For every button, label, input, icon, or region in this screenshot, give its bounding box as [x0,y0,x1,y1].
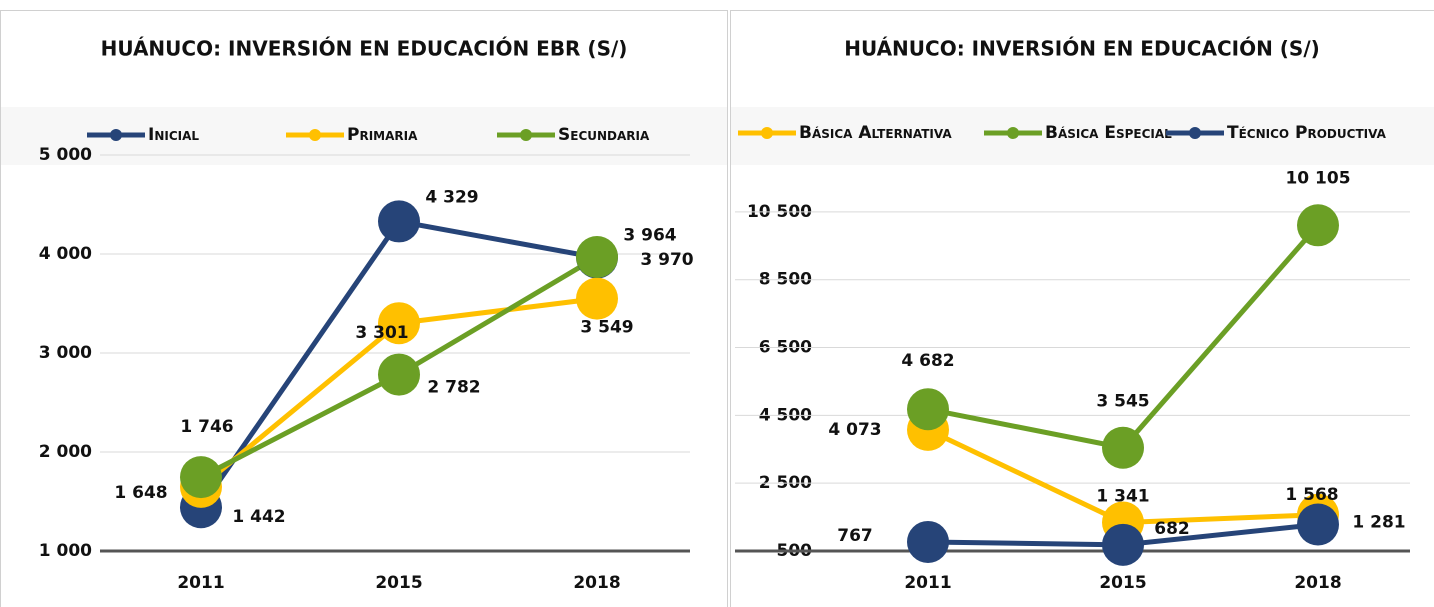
legend-marker [1189,127,1201,139]
chart-title: HUÁNUCO: INVERSIÓN EN EDUCACIÓN (S/) [844,37,1320,61]
x-tick-label: 2015 [1099,573,1146,593]
legend-label: Básica Especial [1045,123,1172,143]
data-label: 10 105 [1285,168,1350,188]
y-tick-label: 5 000 [39,145,92,165]
chart-title: HUÁNUCO: INVERSIÓN EN EDUCACIÓN EBR (S/) [101,37,628,61]
legend-marker [1007,127,1019,139]
x-tick-label: 2018 [1294,573,1341,593]
data-label: 1 281 [1352,513,1405,533]
legend-band [731,107,1434,165]
data-label: 4 329 [425,187,478,207]
legend-marker [110,129,122,141]
panel [0,10,728,607]
data-label: 1 341 [1096,486,1149,506]
y-tick-label: 4 000 [39,244,92,264]
legend-label: Secundaria [558,125,650,145]
data-label: 1 648 [114,483,167,503]
data-label: 4 682 [901,351,954,371]
marker [180,456,222,499]
marker [378,302,420,345]
marker [1102,426,1144,469]
marker [1297,204,1339,247]
marker [907,388,949,431]
data-label: 2 782 [427,378,480,398]
marker [1297,503,1339,546]
marker [378,200,420,243]
x-tick-label: 2015 [375,573,422,593]
x-tick-label: 2011 [904,573,951,593]
marker [907,520,949,563]
y-tick-label: 1 000 [39,541,92,561]
marker [576,235,618,278]
marker [378,353,420,396]
marker [1102,523,1144,566]
x-tick-label: 2018 [573,573,620,593]
data-label: 3 545 [1096,392,1149,412]
legend-label: Primaria [347,125,418,145]
data-label: 3 549 [580,318,633,338]
data-label: 1 746 [180,417,233,437]
data-label: 1 568 [1285,485,1338,505]
data-label: 3 970 [640,250,693,270]
legend-marker [520,129,532,141]
data-label: 1 442 [232,507,285,527]
marker [576,277,618,320]
data-label: 3 301 [355,323,408,343]
data-label: 3 964 [623,226,676,246]
y-tick-label: 3 000 [39,343,92,363]
legend-label: Inicial [148,125,199,145]
legend-marker [761,127,773,139]
legend-label: Técnico Productiva [1227,123,1387,143]
data-label: 767 [837,526,873,546]
legend-label: Básica Alternativa [799,123,952,143]
x-tick-label: 2011 [177,573,224,593]
data-label: 682 [1154,519,1190,539]
data-label: 4 073 [828,420,881,440]
y-tick-label: 2 000 [39,442,92,462]
legend-marker [309,129,321,141]
